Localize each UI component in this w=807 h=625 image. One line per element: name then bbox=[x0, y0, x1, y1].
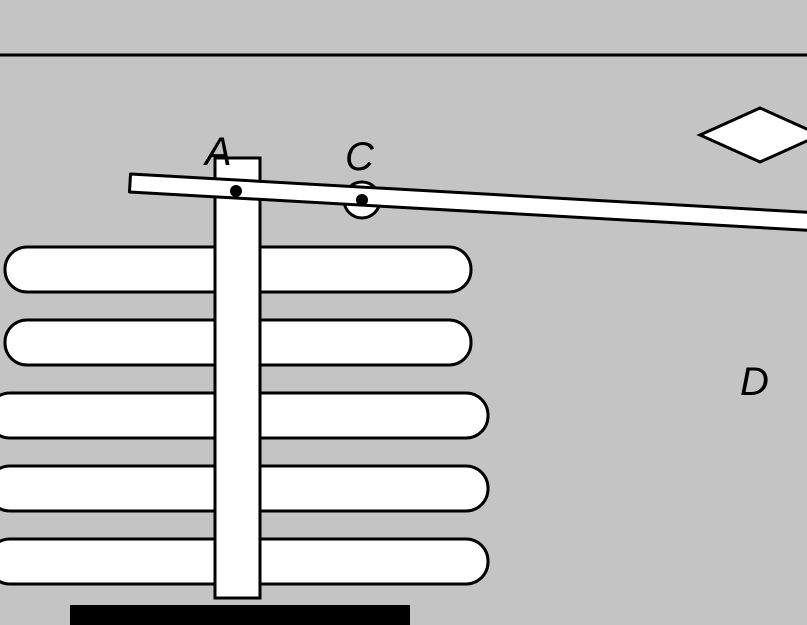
spool-post bbox=[215, 158, 260, 598]
label-a: A bbox=[205, 130, 232, 175]
label-d: D bbox=[740, 360, 769, 405]
pin-dot bbox=[230, 185, 242, 197]
spool-base bbox=[70, 605, 410, 625]
label-c: C bbox=[345, 135, 374, 180]
right-diamond bbox=[700, 108, 807, 162]
pin-dot bbox=[356, 194, 368, 206]
mechanism-diagram: A C D bbox=[0, 0, 807, 625]
diagram-svg bbox=[0, 0, 807, 625]
